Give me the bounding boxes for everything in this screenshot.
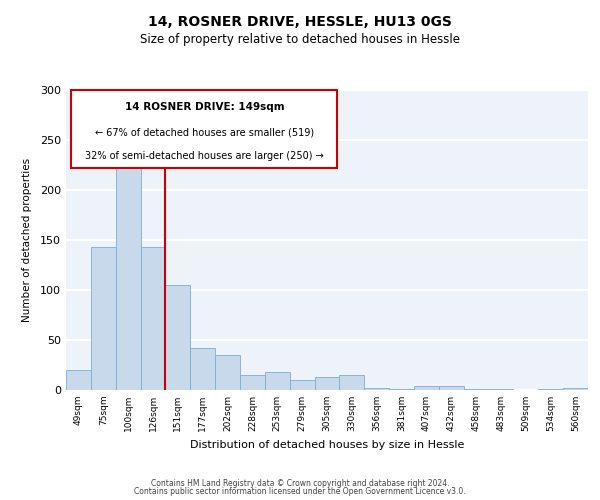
Bar [314,377,340,390]
Bar [414,386,439,390]
Text: 14, ROSNER DRIVE, HESSLE, HU13 0GS: 14, ROSNER DRIVE, HESSLE, HU13 0GS [148,15,452,29]
Bar [215,355,240,390]
Text: 14 ROSNER DRIVE: 149sqm: 14 ROSNER DRIVE: 149sqm [125,102,284,112]
Bar [190,348,215,390]
Bar [538,389,563,390]
Bar [340,375,364,390]
Bar [140,247,166,390]
Bar [464,389,488,390]
Bar [364,388,389,390]
FancyBboxPatch shape [71,90,337,168]
Bar [389,389,414,390]
Bar [265,372,290,390]
Bar [91,247,116,390]
Bar [488,389,514,390]
Text: 32% of semi-detached houses are larger (250) →: 32% of semi-detached houses are larger (… [85,152,324,162]
Bar [290,380,314,390]
Bar [563,388,588,390]
Text: ← 67% of detached houses are smaller (519): ← 67% of detached houses are smaller (51… [95,128,314,138]
Bar [240,375,265,390]
Text: Size of property relative to detached houses in Hessle: Size of property relative to detached ho… [140,32,460,46]
Bar [66,370,91,390]
Bar [166,285,190,390]
X-axis label: Distribution of detached houses by size in Hessle: Distribution of detached houses by size … [190,440,464,450]
Y-axis label: Number of detached properties: Number of detached properties [22,158,32,322]
Bar [439,386,464,390]
Bar [116,155,140,390]
Text: Contains HM Land Registry data © Crown copyright and database right 2024.: Contains HM Land Registry data © Crown c… [151,478,449,488]
Text: Contains public sector information licensed under the Open Government Licence v3: Contains public sector information licen… [134,487,466,496]
